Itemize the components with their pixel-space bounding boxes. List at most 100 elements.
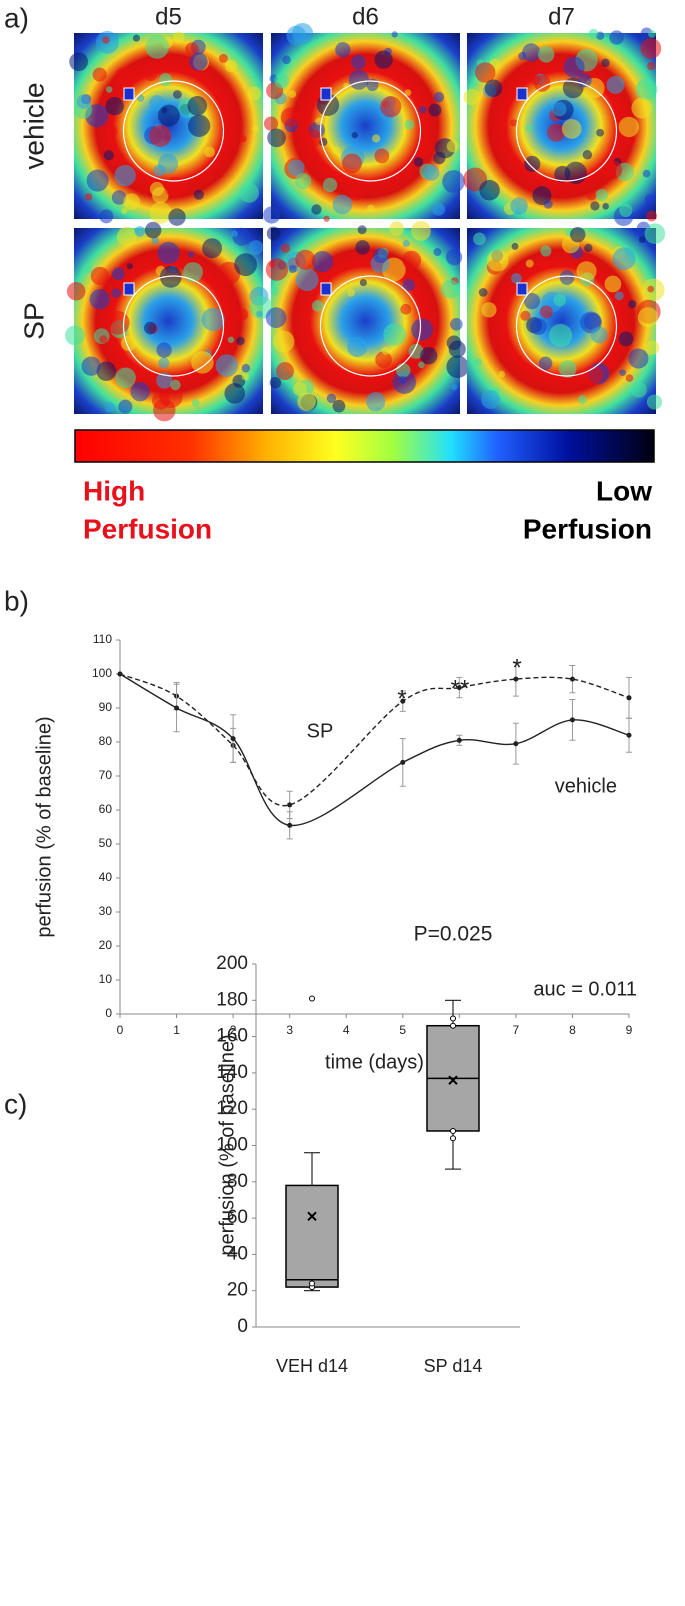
x-tick-label: 4 [343, 1023, 350, 1037]
image-texture [640, 37, 662, 59]
image-texture [413, 157, 424, 167]
image-texture [66, 282, 86, 301]
image-texture [187, 96, 208, 116]
image-texture [606, 75, 625, 94]
image-texture [533, 75, 551, 92]
image-texture [570, 226, 586, 243]
image-texture [332, 194, 353, 215]
image-texture [518, 51, 527, 61]
data-point [450, 1022, 456, 1029]
image-texture [116, 226, 137, 247]
image-texture [648, 30, 656, 38]
data-point [569, 676, 575, 682]
image-texture [263, 116, 279, 131]
image-texture [410, 221, 431, 241]
x-tick-label: 3 [286, 1023, 293, 1037]
image-texture [235, 308, 249, 321]
image-texture [604, 275, 622, 293]
image-texture [274, 73, 290, 89]
image-texture [164, 176, 187, 199]
image-texture [351, 132, 358, 139]
image-texture [450, 318, 463, 331]
colorbar-high: High [83, 475, 145, 506]
image-texture [601, 58, 610, 67]
image-texture [463, 88, 480, 106]
image-texture [635, 78, 658, 101]
image-texture [398, 375, 407, 384]
image-texture [151, 236, 160, 245]
image-texture [520, 310, 531, 321]
image-texture [638, 236, 646, 243]
image-texture [630, 381, 647, 398]
y-tick-label: 30 [99, 904, 113, 918]
image-texture [234, 253, 257, 277]
image-texture [130, 382, 150, 402]
image-texture [151, 186, 169, 204]
image-texture [286, 25, 306, 46]
image-texture [83, 264, 92, 274]
image-texture [201, 307, 225, 332]
y-tick-label: 20 [227, 1280, 248, 1301]
data-point [174, 705, 180, 711]
image-texture [215, 354, 239, 377]
image-texture [157, 241, 180, 264]
image-texture [451, 383, 458, 390]
image-texture [252, 125, 259, 133]
data-point [450, 1015, 456, 1022]
image-texture [586, 190, 597, 201]
series-label: SP [307, 720, 334, 742]
x-tick-label: 9 [626, 1023, 633, 1037]
image-texture [301, 343, 313, 354]
colorbar-low: Low [596, 475, 652, 506]
image-texture [618, 331, 634, 347]
image-texture [380, 96, 402, 118]
image-texture [619, 203, 633, 218]
image-texture [423, 164, 440, 181]
column-label: d6 [352, 3, 379, 30]
image-texture [442, 170, 465, 193]
image-texture [404, 89, 412, 96]
image-texture [391, 31, 398, 38]
image-texture [402, 278, 415, 292]
colorbar [74, 429, 655, 463]
image-texture [603, 160, 623, 180]
image-texture [510, 197, 528, 215]
image-texture [173, 90, 182, 99]
image-texture [596, 128, 605, 137]
data-point [400, 759, 406, 765]
data-point [117, 671, 123, 677]
perfusion-image [265, 221, 469, 414]
image-texture [365, 392, 386, 412]
image-texture [552, 102, 567, 117]
chart-title: P=0.025 [414, 923, 493, 946]
image-texture [159, 73, 173, 87]
image-texture [400, 303, 412, 315]
image-texture [280, 107, 301, 128]
image-texture [144, 221, 162, 239]
data-point [513, 676, 519, 682]
image-texture [224, 60, 238, 73]
image-texture [576, 261, 597, 282]
image-texture [288, 159, 305, 176]
image-texture [123, 193, 141, 211]
image-texture [180, 111, 189, 119]
y-tick-label: 90 [99, 700, 113, 714]
image-texture [247, 86, 262, 101]
y-tick-label: 80 [227, 1171, 248, 1192]
row-label: SP [18, 302, 49, 339]
x-tick-label: 1 [173, 1023, 180, 1037]
perfusion-image [69, 30, 263, 226]
image-texture [293, 382, 307, 396]
image-texture [478, 288, 488, 297]
image-texture [525, 124, 533, 132]
series-line [119, 673, 630, 807]
x-tick-label: VEH d14 [276, 1356, 348, 1376]
image-texture [263, 206, 281, 224]
image-texture [89, 289, 110, 310]
image-texture [144, 68, 158, 82]
image-texture [105, 97, 124, 116]
image-texture [628, 300, 637, 309]
data-point [456, 685, 462, 691]
image-texture [584, 243, 593, 253]
image-texture [602, 202, 609, 210]
